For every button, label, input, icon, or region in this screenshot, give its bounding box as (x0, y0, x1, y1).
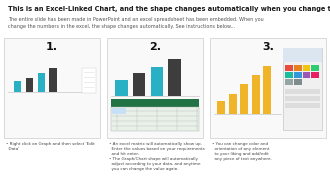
Bar (133, 73, 145, 96)
Bar (229, 94, 237, 114)
Bar (285, 89, 320, 94)
Bar (82, 68, 96, 93)
Bar (111, 99, 199, 107)
Bar (14, 81, 21, 92)
Bar (311, 72, 319, 78)
Bar (285, 103, 320, 108)
Text: 2.: 2. (149, 42, 161, 52)
Text: • Right click on Graph and then select 'Edit
  Data': • Right click on Graph and then select '… (6, 142, 95, 151)
Text: 3.: 3. (262, 42, 274, 52)
Bar (111, 107, 199, 131)
Bar (115, 80, 128, 96)
Bar (4, 38, 100, 138)
Bar (150, 67, 163, 96)
Bar (251, 75, 260, 114)
Bar (112, 108, 126, 114)
Bar (217, 101, 225, 114)
Bar (168, 59, 181, 96)
Bar (311, 65, 319, 71)
Bar (283, 48, 322, 130)
Text: This is an Excel-Linked Chart, and the shape changes automatically when you chan: This is an Excel-Linked Chart, and the s… (8, 6, 330, 12)
Bar (294, 79, 302, 85)
Bar (294, 72, 302, 78)
Bar (285, 96, 320, 101)
Bar (303, 72, 310, 78)
Bar (285, 79, 293, 85)
Text: • An excel matrix will automatically show up.
  Enter the values based on your r: • An excel matrix will automatically sho… (109, 142, 205, 171)
Bar (107, 38, 203, 138)
Text: 1.: 1. (46, 42, 58, 52)
Bar (263, 66, 271, 114)
Bar (240, 84, 248, 114)
Text: • You can change color and
  orientation of any element
  to your liking and add: • You can change color and orientation o… (212, 142, 272, 161)
Bar (283, 48, 322, 62)
Bar (303, 65, 310, 71)
Bar (26, 78, 33, 92)
Bar (285, 72, 293, 78)
Bar (285, 65, 293, 71)
Bar (50, 68, 57, 92)
Text: The entire slide has been made in PowerPoint and an excel spreadsheet has been e: The entire slide has been made in PowerP… (8, 17, 264, 29)
Bar (38, 73, 45, 92)
Bar (210, 38, 326, 138)
Bar (294, 65, 302, 71)
